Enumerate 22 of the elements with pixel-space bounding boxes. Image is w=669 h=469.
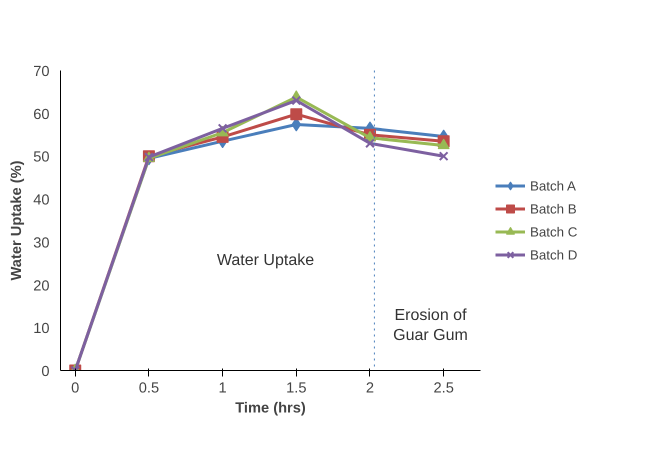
annotation: Erosion of Guar Gum <box>393 306 468 344</box>
x-axis-title: Time (hrs) <box>235 400 306 416</box>
y-tick-label: 0 <box>41 364 50 380</box>
x-tick-label: 0.5 <box>138 380 160 396</box>
x-tick-label: 2 <box>366 380 374 396</box>
y-tick-label: 60 <box>33 106 50 123</box>
x-tick-label: 1 <box>218 380 227 396</box>
legend-label: Batch B <box>530 201 577 216</box>
y-tick-label: 10 <box>33 321 50 338</box>
y-tick-label: 70 <box>33 64 50 80</box>
legend-label: Batch A <box>530 178 576 193</box>
y-tick-label: 20 <box>33 278 50 294</box>
x-tick-label: 2.5 <box>433 380 454 396</box>
y-tick-label: 30 <box>33 235 50 252</box>
y-tick-label: 50 <box>33 150 50 166</box>
x-tick-label: 0 <box>71 380 80 396</box>
legend-label: Batch D <box>530 247 578 262</box>
annotation: Water Uptake <box>216 252 314 269</box>
y-tick-label: 40 <box>33 192 50 209</box>
x-tick-label: 1.5 <box>286 380 306 396</box>
legend-label: Batch C <box>530 224 578 239</box>
y-axis-title: Water Uptake (%) <box>9 160 26 280</box>
